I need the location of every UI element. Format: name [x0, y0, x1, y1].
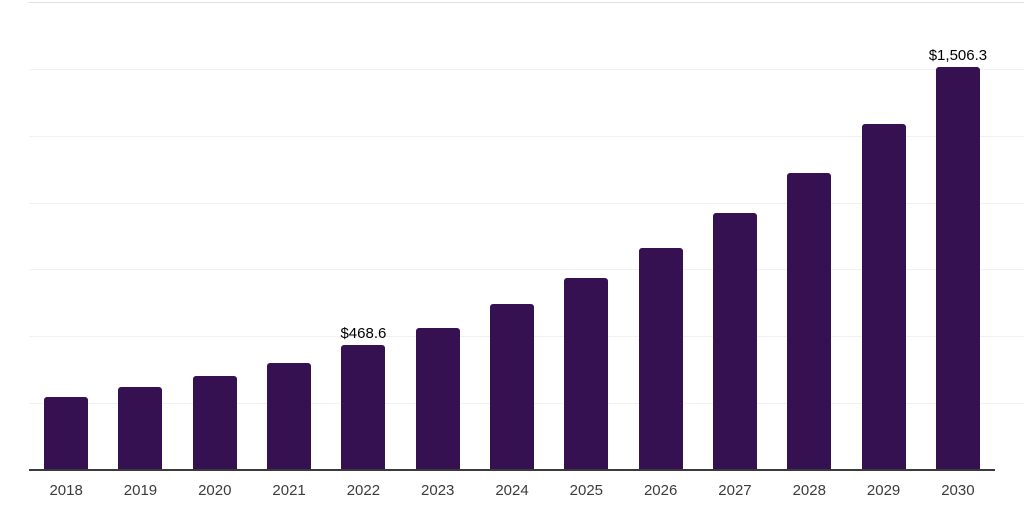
bar-slot-2018: [29, 2, 103, 470]
bar-2027: [712, 213, 757, 470]
bar-slot-2019: [103, 2, 177, 470]
gridline-1250: [29, 135, 1024, 137]
bar-2029: [861, 123, 906, 470]
x-tick-2022: 2022: [346, 482, 381, 499]
x-tick-2021: 2021: [272, 482, 306, 499]
x-tick-2020: 2020: [198, 482, 232, 499]
gridline-750: [29, 269, 1024, 271]
bar-slot-2025: [549, 2, 623, 470]
bar-2028: [787, 172, 832, 470]
bar-2020: [192, 375, 237, 470]
gridline-1500: [29, 68, 1024, 70]
x-axis-ticks: 2018 2019 2020 2021 2022 2023 2024 2025 2026 2027…: [29, 483, 995, 498]
bar-2025: [564, 278, 609, 470]
x-tick-2018: 2018: [49, 482, 83, 499]
bar-2030: [935, 67, 980, 470]
bar-slot-2030: $1,506.3: [921, 2, 995, 470]
data-label-2030: $1,506.3: [928, 47, 988, 65]
bar-2026: [638, 248, 683, 470]
x-tick-2026: 2026: [643, 482, 678, 499]
x-tick-2019: 2019: [123, 482, 158, 499]
bar-slot-2027: [698, 2, 772, 470]
bar-2018: [44, 397, 89, 470]
x-tick-2027: 2027: [718, 482, 752, 499]
x-tick-2029: 2029: [866, 482, 901, 499]
bar-slot-2029: [846, 2, 920, 470]
bar-2021: [267, 362, 312, 470]
bar-2022: [341, 344, 386, 470]
bar-slot-2024: [475, 2, 549, 470]
bar-slot-2026: [624, 2, 698, 470]
bar-slot-2021: [252, 2, 326, 470]
x-tick-2024: 2024: [495, 482, 529, 499]
gridline-1750: [29, 2, 1024, 3]
data-label-2022: $468.6: [340, 324, 387, 342]
x-tick-2025: 2025: [569, 482, 604, 499]
bar-slot-2020: [178, 2, 252, 470]
bar-slot-2028: [772, 2, 846, 470]
bar-2019: [118, 387, 163, 470]
x-tick-2023: 2023: [421, 482, 455, 499]
x-tick-2030: 2030: [941, 482, 975, 499]
x-tick-2028: 2028: [792, 482, 826, 499]
x-axis-line: [29, 469, 995, 471]
gridline-1000: [29, 202, 1024, 204]
bar-slot-2023: [401, 2, 475, 470]
bar-slot-2022: $468.6: [326, 2, 400, 470]
bar-2023: [415, 327, 460, 470]
plot-area: $468.6 $1,506.3: [29, 2, 995, 470]
bar-2024: [490, 303, 535, 470]
